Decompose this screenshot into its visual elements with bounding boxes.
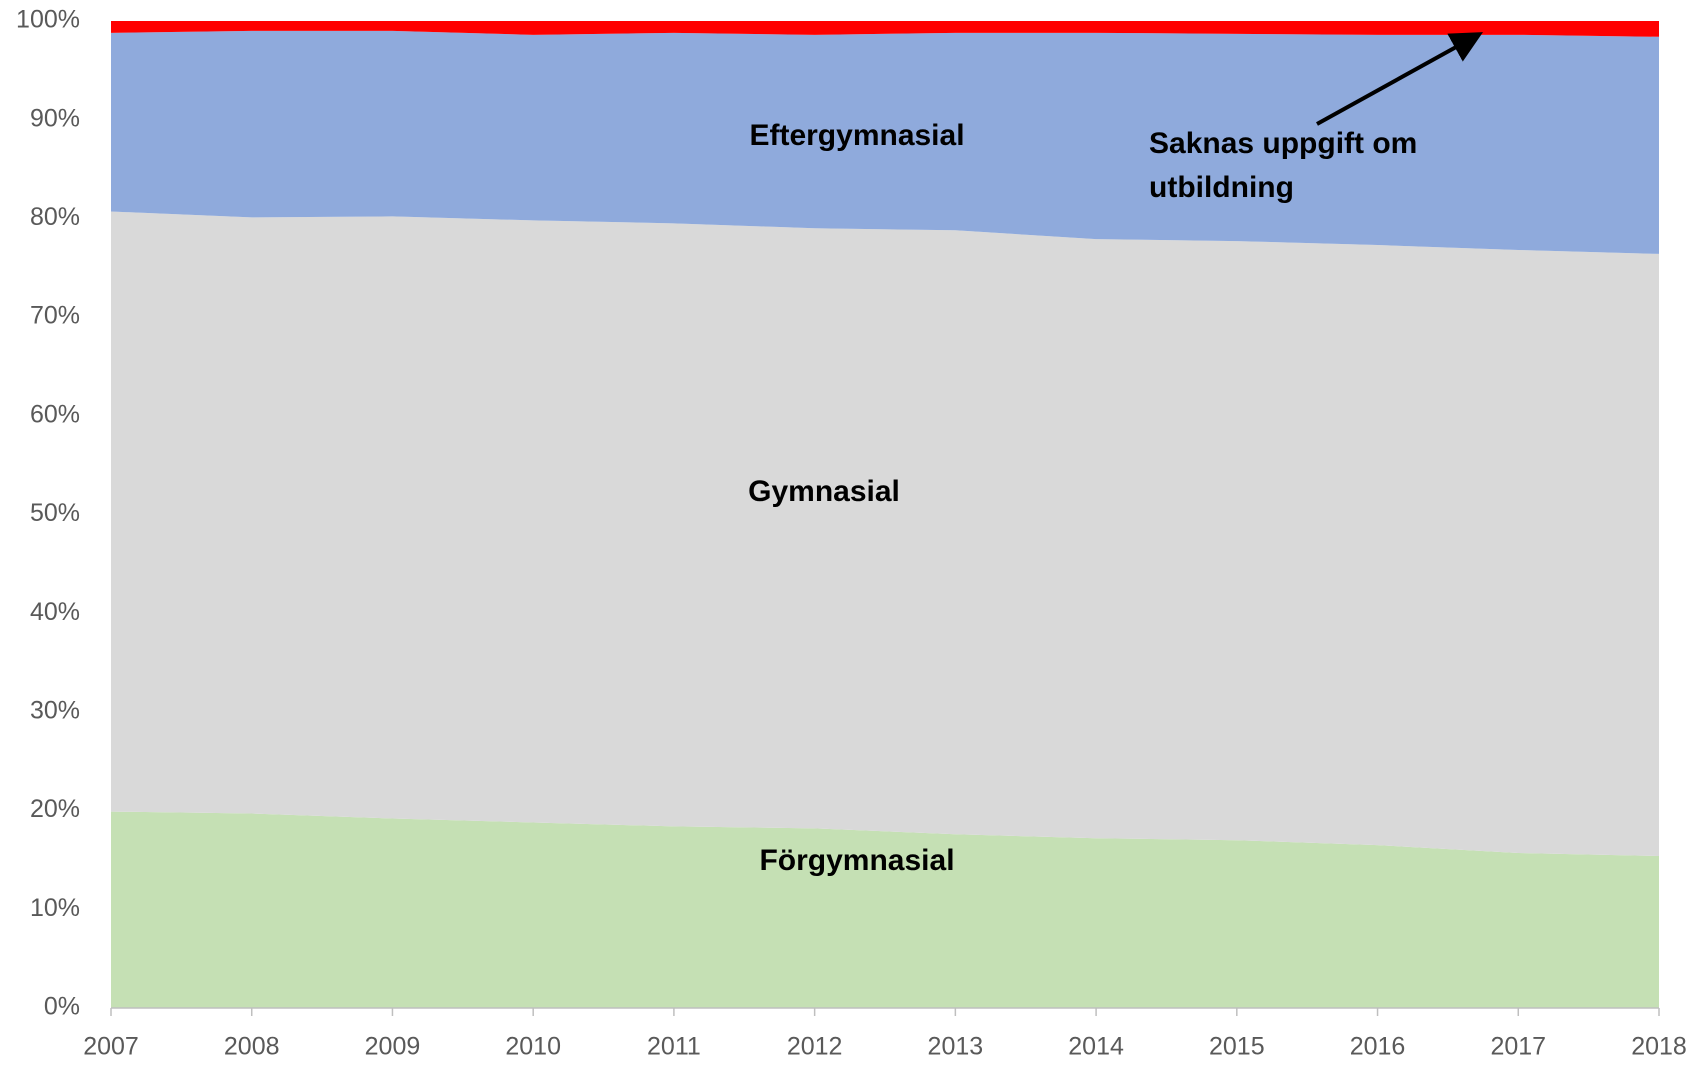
x-tick-label: 2012 <box>787 1033 843 1061</box>
y-tick-label: 80% <box>30 203 80 231</box>
x-tick-label: 2009 <box>365 1033 421 1061</box>
annotation-arrow <box>1316 32 1483 126</box>
y-tick-label: 0% <box>44 993 80 1021</box>
x-tick-label: 2013 <box>928 1033 984 1061</box>
y-tick-label: 70% <box>30 302 80 330</box>
y-tick-label: 50% <box>30 499 80 527</box>
y-tick-label: 60% <box>30 400 80 428</box>
series-label: Förgymnasial <box>759 844 954 877</box>
series-label: Gymnasial <box>748 475 900 508</box>
y-tick-label: 90% <box>30 104 80 132</box>
y-tick-label: 40% <box>30 598 80 626</box>
x-tick-label: 2007 <box>83 1033 139 1061</box>
x-tick-label: 2008 <box>224 1033 280 1061</box>
x-tick-label: 2018 <box>1631 1033 1687 1061</box>
x-tick-label: 2017 <box>1490 1033 1546 1061</box>
area <box>111 30 1659 254</box>
area <box>111 21 1659 37</box>
y-tick-label: 20% <box>30 795 80 823</box>
x-tick-label: 2016 <box>1350 1033 1406 1061</box>
x-tick-label: 2015 <box>1209 1033 1265 1061</box>
series-label: Eftergymnasial <box>749 119 964 152</box>
area <box>111 811 1659 1008</box>
x-tick-label: 2010 <box>505 1033 561 1061</box>
y-tick-label: 100% <box>16 6 80 34</box>
area <box>111 211 1659 857</box>
y-tick-label: 10% <box>30 894 80 922</box>
y-tick-label: 30% <box>30 697 80 725</box>
x-tick-label: 2014 <box>1068 1033 1124 1061</box>
series-label: Saknas uppgift om utbildning <box>1149 127 1418 204</box>
x-tick-label: 2011 <box>647 1033 701 1061</box>
